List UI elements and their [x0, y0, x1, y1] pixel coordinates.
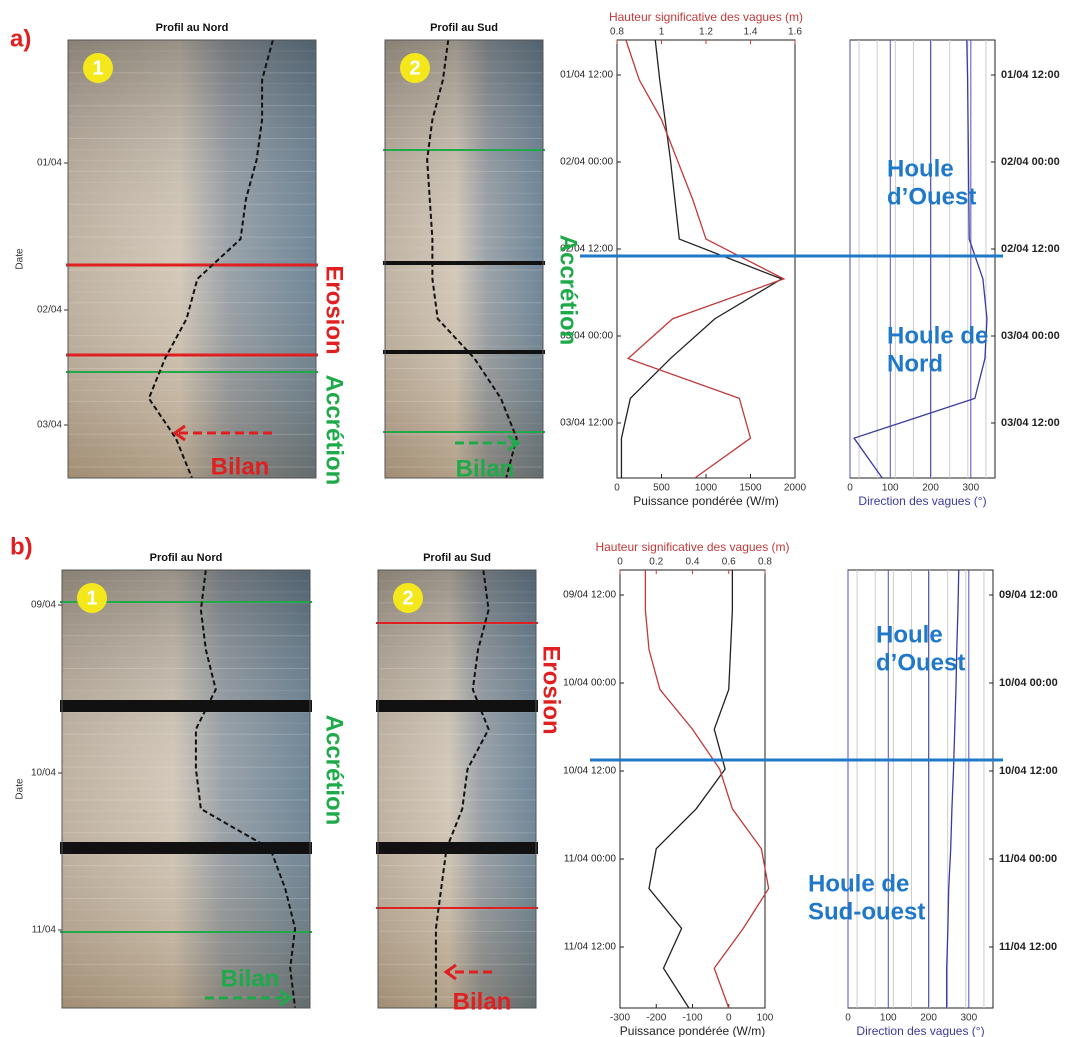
annotation: a)	[10, 25, 31, 52]
annotation: d’Ouest	[887, 183, 976, 210]
annotation: Bilan	[456, 455, 515, 482]
x-axis-label: Puissance pondérée (W/m)	[633, 494, 778, 508]
y-tick-label: 01/04	[37, 158, 62, 169]
y-tick-label: 03/04 12:00	[560, 418, 613, 429]
y-tick-label: 11/04 00:00	[999, 853, 1057, 865]
x2-tick-label: 1.2	[699, 27, 713, 38]
x-axis-label: Direction des vagues (°)	[858, 494, 986, 508]
annotation: Accrétion	[321, 715, 348, 826]
x-tick-label: 1000	[695, 483, 718, 494]
y-tick-label: 02/04 00:00	[1001, 156, 1060, 168]
x-tick-label: -200	[646, 1013, 666, 1024]
profile-number: 1	[86, 587, 97, 609]
annotation: Houle	[876, 621, 943, 648]
annotation: Bilan	[221, 965, 280, 992]
y-tick-label: 09/04 12:00	[563, 590, 616, 601]
y-axis-label: Date	[15, 778, 26, 800]
y-tick-label: 10/04 12:00	[563, 766, 616, 777]
annotation: Houle de	[808, 870, 909, 897]
y-tick-label: 01/04 12:00	[560, 70, 613, 81]
x-axis-label: Puissance pondérée (W/m)	[620, 1024, 765, 1037]
y-tick-label: 09/04	[31, 600, 56, 611]
x-tick-label: 0	[614, 483, 620, 494]
annotation: Accrétion	[321, 375, 348, 486]
y-tick-label: 01/04 12:00	[1001, 69, 1060, 81]
y-tick-label: 03/04 12:00	[1001, 417, 1060, 429]
x2-tick-label: 0.2	[649, 557, 663, 568]
x-tick-label: -300	[610, 1013, 630, 1024]
annotation: d’Ouest	[876, 649, 965, 676]
x-tick-label: 300	[962, 483, 979, 494]
y-tick-label: 09/04 12:00	[999, 589, 1058, 601]
x-tick-label: 300	[960, 1013, 977, 1024]
annotation: Erosion	[321, 265, 348, 354]
x2-axis-label: Hauteur significative des vagues (m)	[609, 10, 803, 24]
figure: Profil au Nord 1 01/04 02/04 03/04 Date Profil…	[0, 0, 1076, 1037]
x2-tick-label: 0.4	[686, 557, 700, 568]
x2-axis-label: Hauteur significative des vagues (m)	[595, 540, 789, 554]
plot-area	[620, 570, 765, 1008]
x2-tick-label: 0	[617, 557, 623, 568]
x-tick-label: 2000	[784, 483, 807, 494]
annotation: Bilan	[211, 453, 270, 480]
x-tick-label: 100	[757, 1013, 774, 1024]
annotation: b)	[10, 533, 33, 560]
plot-area	[617, 40, 795, 478]
x-tick-label: 1500	[739, 483, 762, 494]
annotation: Houle	[887, 155, 954, 182]
y-tick-label: 11/04 12:00	[564, 942, 617, 953]
profile-number: 1	[92, 57, 103, 79]
y-tick-label: 03/04 00:00	[1001, 330, 1060, 342]
annotation: Nord	[887, 350, 943, 377]
y-tick-label: 03/04	[37, 420, 62, 431]
x-tick-label: 0	[845, 1013, 851, 1024]
x2-tick-label: 0.8	[610, 27, 624, 38]
y-tick-label: 10/04 00:00	[999, 677, 1058, 689]
y-tick-label: 10/04 00:00	[563, 678, 616, 689]
y-tick-label: 10/04	[31, 768, 56, 779]
x2-tick-label: 0.8	[758, 557, 772, 568]
x-tick-label: 500	[653, 483, 670, 494]
panel-title: Profil au Sud	[430, 22, 498, 34]
annotation: Bilan	[453, 988, 512, 1015]
y-tick-label: 02/04 00:00	[560, 157, 613, 168]
y-tick-label: 10/04 12:00	[999, 765, 1058, 777]
y-tick-label: 11/04	[32, 925, 57, 936]
x2-tick-label: 1	[659, 27, 665, 38]
x2-tick-label: 1.6	[788, 27, 802, 38]
y-tick-label: 11/04 00:00	[564, 854, 617, 865]
x-axis-label: Direction des vagues (°)	[856, 1024, 984, 1037]
y-tick-label: 11/04 12:00	[999, 941, 1057, 953]
x-tick-label: -100	[682, 1013, 702, 1024]
y-axis-label: Date	[15, 248, 26, 270]
annotation: Houle de	[887, 322, 988, 349]
x-tick-label: 200	[922, 483, 939, 494]
panel-title: Profil au Sud	[423, 552, 491, 564]
x-tick-label: 0	[726, 1013, 732, 1024]
x-tick-label: 200	[920, 1013, 937, 1024]
x-tick-label: 100	[880, 1013, 897, 1024]
x2-tick-label: 1.4	[744, 27, 758, 38]
panel-title: Profil au Nord	[150, 552, 223, 564]
x2-tick-label: 0.6	[722, 557, 736, 568]
y-tick-label: 02/04	[37, 305, 62, 316]
annotation: Erosion	[538, 645, 565, 734]
x-tick-label: 0	[847, 483, 853, 494]
profile-number: 2	[409, 57, 420, 79]
x-tick-label: 100	[882, 483, 899, 494]
panel-title: Profil au Nord	[156, 22, 229, 34]
y-tick-label: 02/04 12:00	[1001, 243, 1060, 255]
annotation: Accrétion	[555, 235, 582, 346]
profile-number: 2	[402, 587, 413, 609]
annotation: Sud-ouest	[808, 898, 925, 925]
plot-area	[850, 40, 995, 478]
